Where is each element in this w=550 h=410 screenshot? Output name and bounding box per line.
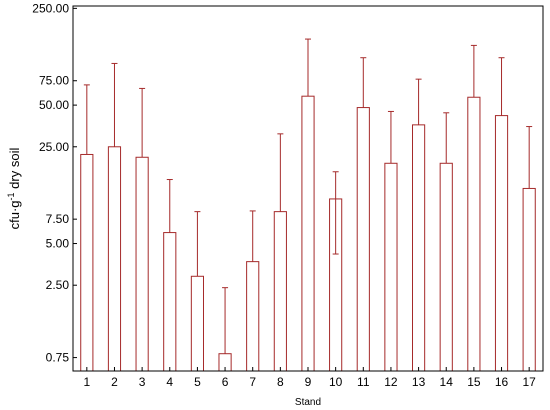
bar-stand-2 <box>107 146 122 372</box>
x-tick-label: 7 <box>249 375 256 389</box>
bar-stand-8 <box>273 211 287 372</box>
x-tick-label: 6 <box>222 375 229 389</box>
y-axis-title: cfu·g-1 dry soil <box>6 148 22 230</box>
y-tick-label: 25.00 <box>39 140 69 154</box>
y-tick-label: 75.00 <box>39 74 69 88</box>
x-tick-label: 5 <box>194 375 201 389</box>
x-tick-label: 4 <box>166 375 173 389</box>
y-axis-title-suffix: dry soil <box>7 148 22 193</box>
bar-stand-3 <box>135 156 149 372</box>
bar-stand-4 <box>163 232 177 372</box>
bar-stand-11 <box>356 107 370 372</box>
x-tick-label: 16 <box>495 375 509 389</box>
y-tick-label: 250.00 <box>32 1 69 15</box>
bar-stand-9 <box>301 95 315 372</box>
x-tick-label: 15 <box>467 375 481 389</box>
x-tick-label: 12 <box>384 375 398 389</box>
y-axis-ticks: 0.75 2.50 5.00 7.50 25.00 50.00 75.00 250.00 <box>32 1 77 365</box>
bar-stand-17 <box>522 187 536 372</box>
error-bars-layer <box>83 38 533 354</box>
x-tick-label: 11 <box>357 375 370 389</box>
x-tick-label: 2 <box>111 375 118 389</box>
y-tick-label: 2.50 <box>46 278 70 292</box>
x-tick-label: 17 <box>522 375 536 389</box>
x-tick-label: 10 <box>329 375 343 389</box>
y-tick-label: 50.00 <box>39 98 69 112</box>
bar-stand-12 <box>384 162 398 372</box>
bar-stand-16 <box>494 115 509 372</box>
bar-stand-7 <box>246 261 260 372</box>
x-axis-ticks: 1 2 3 4 5 6 7 8 9 10 11 12 13 14 15 16 17 <box>83 367 536 389</box>
x-tick-label: 8 <box>277 375 284 389</box>
x-axis-title: Stand <box>295 397 321 408</box>
y-tick-label: 5.00 <box>46 237 70 251</box>
y-axis-title-main: cfu·g <box>7 200 22 229</box>
x-tick-label: 9 <box>305 375 312 389</box>
x-tick-label: 3 <box>139 375 146 389</box>
bar-stand-5 <box>190 275 204 372</box>
bar-stand-13 <box>412 124 426 372</box>
x-tick-label: 14 <box>440 375 454 389</box>
bar-stand-14 <box>439 162 453 372</box>
y-tick-label: 7.50 <box>46 212 70 226</box>
bar-stand-1 <box>80 153 94 372</box>
x-tick-label: 13 <box>412 375 426 389</box>
y-tick-label: 0.75 <box>46 351 70 365</box>
bars-layer <box>80 95 536 372</box>
bar-stand-15 <box>467 96 481 372</box>
x-tick-label: 1 <box>83 375 90 389</box>
y-axis-title-exponent: -1 <box>6 192 16 200</box>
